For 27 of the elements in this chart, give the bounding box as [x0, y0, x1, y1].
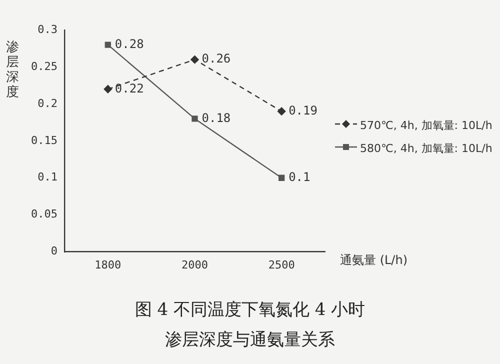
point — [278, 174, 285, 181]
x-tick-label: 2000 — [181, 258, 208, 272]
x-tick-label: 1800 — [94, 258, 122, 272]
point — [104, 85, 112, 94]
text: 图 4 不同温度下氧氮化 4 小时渗层深度与通氨量关系 — [134, 299, 366, 352]
point — [104, 42, 111, 48]
y-tick-label: 0.15 — [30, 134, 58, 147]
data-label: 0.1 — [288, 170, 310, 184]
point — [190, 55, 199, 64]
data-label: 0.19 — [288, 103, 318, 118]
x-tick-label: 2500 — [268, 258, 295, 272]
legend-label: 580℃, 4h, 加氧量: 10L/h — [360, 141, 494, 156]
y-axis-title: 渗层深度 — [6, 40, 20, 100]
data-label: 0.22 — [114, 81, 144, 96]
y-tick-label: 0 — [50, 244, 58, 258]
point — [192, 116, 198, 122]
y-tick-label: 0.1 — [38, 170, 58, 184]
legend-label: 570℃, 4h, 加氧量: 10L/h — [360, 118, 494, 133]
y-tick-label: 0.3 — [38, 22, 58, 36]
point — [277, 107, 286, 116]
y-tick-label: 0.25 — [30, 60, 58, 73]
y-tick-label: 0.2 — [38, 96, 58, 110]
data-label: 0.18 — [202, 110, 231, 125]
y-tick-label: 0.05 — [30, 208, 58, 221]
x-axis-title: 通氨量 (L/h) — [340, 252, 408, 269]
data-label: 0.26 — [202, 52, 231, 66]
data-label: 0.28 — [114, 36, 144, 51]
